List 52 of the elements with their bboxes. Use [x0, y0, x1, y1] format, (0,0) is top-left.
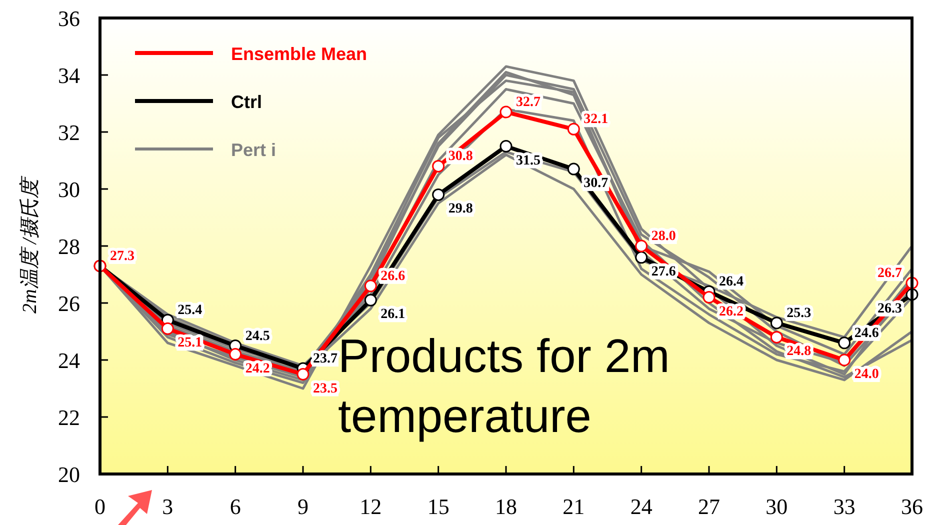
y-tick-label: 22 [58, 405, 80, 430]
x-tick-label: 18 [495, 494, 517, 519]
x-tick-label: 33 [833, 494, 856, 519]
x-tick-label: 21 [562, 494, 585, 519]
x-tick-label: 27 [698, 494, 720, 519]
data-label: 30.7 [584, 176, 608, 192]
y-tick-label: 28 [58, 234, 80, 259]
data-label: 23.7 [313, 352, 338, 367]
data-label: 27.6 [651, 264, 676, 280]
x-tick-label: 0 [94, 494, 106, 519]
x-tick-label: 3 [162, 494, 174, 519]
x-tick-label: 30 [766, 494, 788, 519]
y-tick-label: 36 [58, 6, 80, 31]
legend-label: Ctrl [231, 92, 262, 112]
y-tick-label: 32 [58, 120, 80, 145]
data-label: 25.4 [178, 303, 202, 318]
data-label: 24.5 [245, 328, 270, 344]
data-label: 26.2 [719, 304, 744, 320]
y-tick-label: 26 [58, 291, 80, 316]
data-label: 26.6 [380, 268, 406, 284]
x-tick-label: 36 [901, 494, 923, 519]
y-axis-title: 2m温度 /摄氏度 [19, 176, 41, 314]
data-label: 32.7 [516, 95, 540, 110]
data-label: 24.8 [786, 344, 812, 360]
data-label: 32.1 [584, 112, 608, 128]
data-label: 24.6 [854, 326, 879, 341]
data-label: 24.0 [854, 367, 879, 382]
annotation: Products for 2m temperature [338, 329, 670, 442]
data-label: 27.3 [110, 248, 134, 264]
data-label: 24.2 [245, 361, 270, 376]
y-tick-label: 34 [58, 63, 80, 88]
data-label: 31.5 [516, 153, 540, 168]
data-label: 26.7 [878, 266, 902, 282]
x-tick-label: 12 [360, 494, 382, 519]
data-label: 26.1 [380, 307, 406, 322]
data-label: 25.1 [178, 336, 202, 351]
x-tick-label: 24 [630, 494, 652, 519]
data-label: 29.8 [448, 202, 473, 217]
y-tick-label: 20 [58, 462, 80, 487]
x-tick-label: 9 [298, 494, 308, 519]
data-label: 23.5 [313, 381, 338, 396]
x-tick-label: 6 [230, 494, 241, 519]
data-label: 28.0 [651, 229, 676, 244]
y-tick-label: 24 [58, 348, 80, 373]
x-tick-label: 15 [427, 494, 450, 519]
legend-label: Pert i [231, 140, 276, 160]
data-label: 30.8 [448, 149, 473, 164]
data-label: 25.3 [786, 306, 812, 321]
y-tick-label: 30 [58, 177, 80, 202]
data-label: 26.4 [719, 274, 744, 290]
legend-label: Ensemble Mean [231, 44, 368, 64]
data-label: 26.3 [878, 301, 902, 316]
